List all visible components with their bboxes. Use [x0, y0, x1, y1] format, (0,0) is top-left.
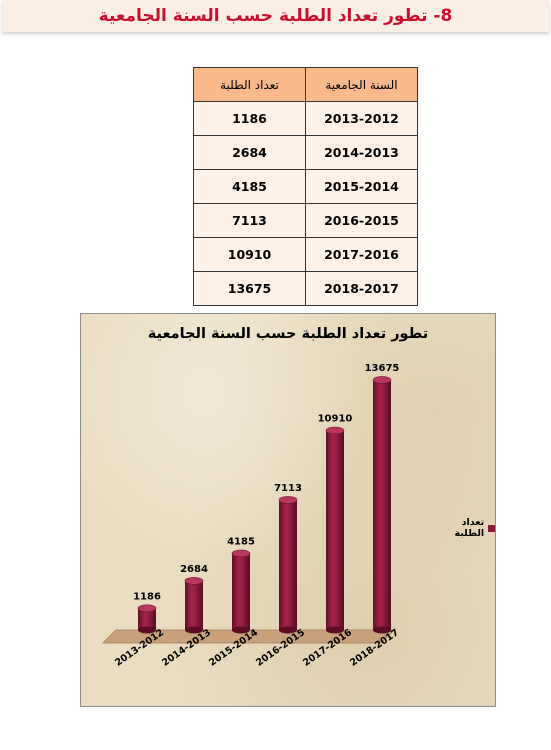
table-row: 2017-2016 10910 — [193, 237, 418, 272]
legend-swatch — [488, 524, 495, 532]
data-label: 10910 — [318, 414, 353, 425]
cell-count: 13675 — [193, 271, 306, 306]
table-row: 2013-2012 1186 — [193, 101, 418, 136]
table-row: 2014-2013 2684 — [193, 135, 418, 170]
data-label: 1186 — [133, 591, 161, 602]
section-header: 8- تطور تعداد الطلبة حسب السنة الجامعية — [2, 0, 549, 32]
cell-year: 2017-2016 — [305, 237, 418, 272]
chart-title: تطور تعداد الطلبة حسب السنة الجامعية — [147, 326, 429, 342]
legend-label: تعداد الطلبة — [454, 517, 485, 539]
bar — [231, 549, 251, 634]
bar — [325, 426, 345, 634]
cell-count: 4185 — [193, 169, 306, 204]
column-header-year: السنة الجامعية — [305, 67, 418, 102]
data-label: 4185 — [227, 536, 255, 547]
data-label: 13675 — [365, 363, 400, 374]
table-header-row: السنة الجامعية تعداد الطلبة — [193, 67, 418, 102]
cell-year: 2016-2015 — [305, 203, 418, 238]
bar-chart: 1186 2684 4185 7113 10910 13675 2013-2012 2014… — [80, 313, 496, 707]
data-label: 2684 — [180, 564, 208, 575]
bar — [137, 604, 157, 634]
chart-floor — [102, 629, 395, 644]
bar — [184, 577, 204, 634]
table-row: 2015-2014 4185 — [193, 169, 418, 204]
students-table: السنة الجامعية تعداد الطلبة 2013-2012 11… — [193, 67, 418, 306]
bar — [372, 376, 392, 634]
cell-count: 7113 — [193, 203, 306, 238]
data-label: 7113 — [274, 483, 302, 494]
cell-year: 2018-2017 — [305, 271, 418, 306]
cell-count: 1186 — [193, 101, 306, 136]
table-row: 2016-2015 7113 — [193, 203, 418, 238]
chart-legend: تعداد الطلبة — [430, 517, 495, 539]
cell-count: 2684 — [193, 135, 306, 170]
cell-year: 2013-2012 — [305, 101, 418, 136]
table-row: 2018-2017 13675 — [193, 271, 418, 306]
column-header-count: تعداد الطلبة — [193, 67, 306, 102]
cell-year: 2015-2014 — [305, 169, 418, 204]
section-title: 8- تطور تعداد الطلبة حسب السنة الجامعية — [98, 6, 453, 26]
cell-year: 2014-2013 — [305, 135, 418, 170]
cell-count: 10910 — [193, 237, 306, 272]
bar — [278, 496, 298, 634]
